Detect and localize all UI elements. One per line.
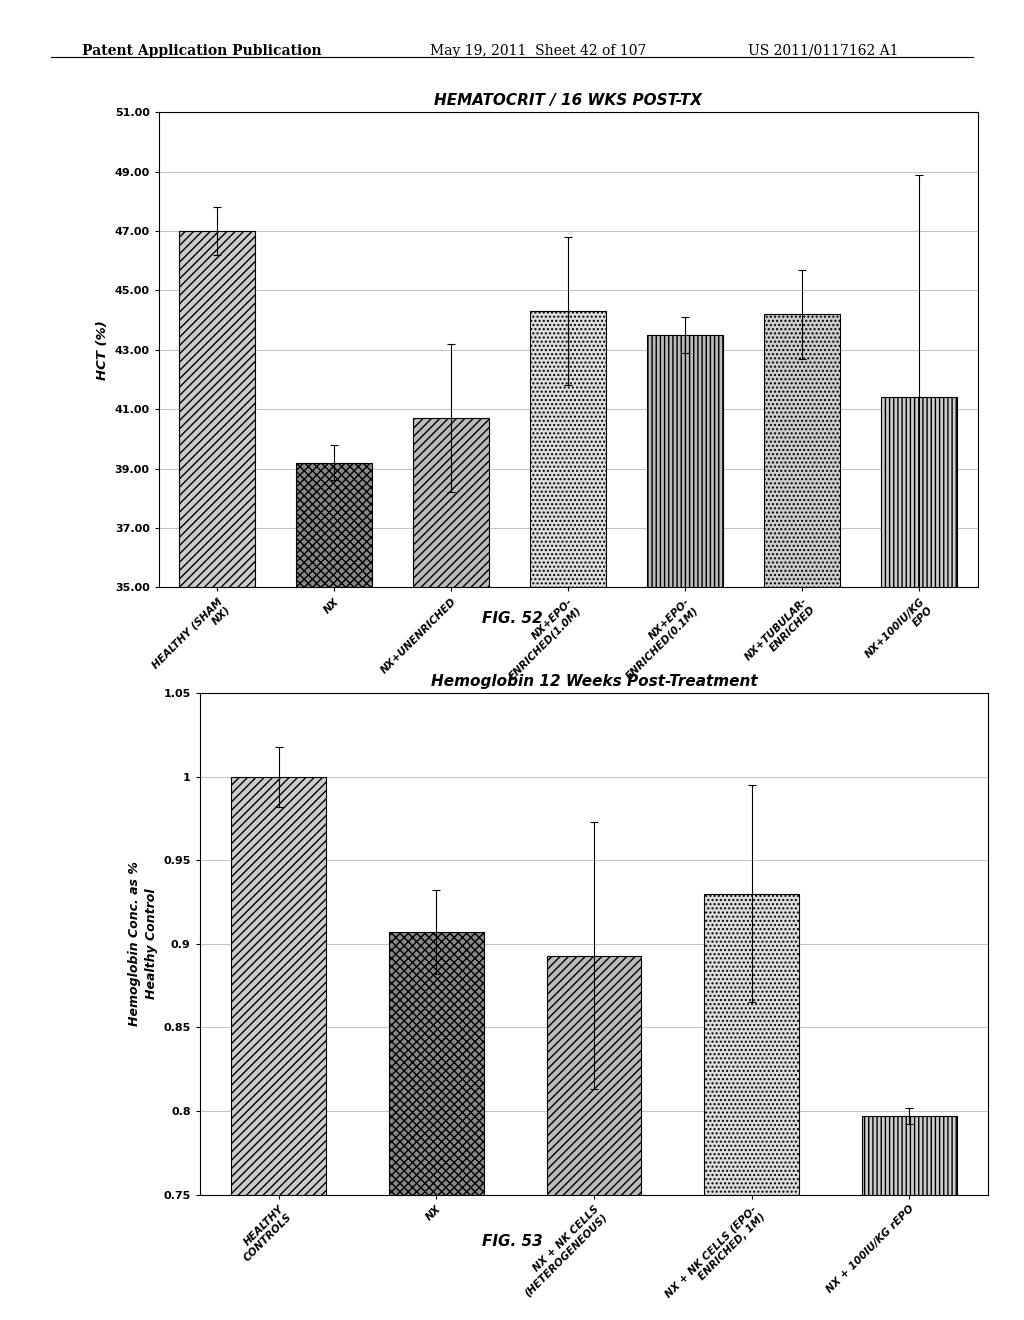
Bar (179, 231, 255, 1320)
Bar (882, 397, 957, 1320)
Y-axis label: HCT (%): HCT (%) (96, 319, 109, 380)
Bar (414, 418, 489, 1320)
Text: May 19, 2011  Sheet 42 of 107: May 19, 2011 Sheet 42 of 107 (430, 44, 646, 58)
Title: HEMATOCRIT / 16 WKS POST-TX: HEMATOCRIT / 16 WKS POST-TX (434, 94, 702, 108)
Bar (705, 894, 799, 1320)
Bar (530, 312, 606, 1320)
Bar (231, 776, 326, 1320)
Bar (389, 932, 483, 1320)
Bar (647, 335, 723, 1320)
Bar (296, 462, 373, 1320)
Y-axis label: Hemoglobin Conc. as %
Healthy Control: Hemoglobin Conc. as % Healthy Control (128, 862, 158, 1026)
Text: FIG. 53: FIG. 53 (481, 1234, 543, 1249)
Bar (764, 314, 841, 1320)
Text: FIG. 52: FIG. 52 (481, 611, 543, 626)
Bar (547, 956, 641, 1320)
Text: Patent Application Publication: Patent Application Publication (82, 44, 322, 58)
Text: US 2011/0117162 A1: US 2011/0117162 A1 (748, 44, 898, 58)
Bar (862, 1115, 956, 1320)
Title: Hemoglobin 12 Weeks Post-Treatment: Hemoglobin 12 Weeks Post-Treatment (431, 675, 757, 689)
